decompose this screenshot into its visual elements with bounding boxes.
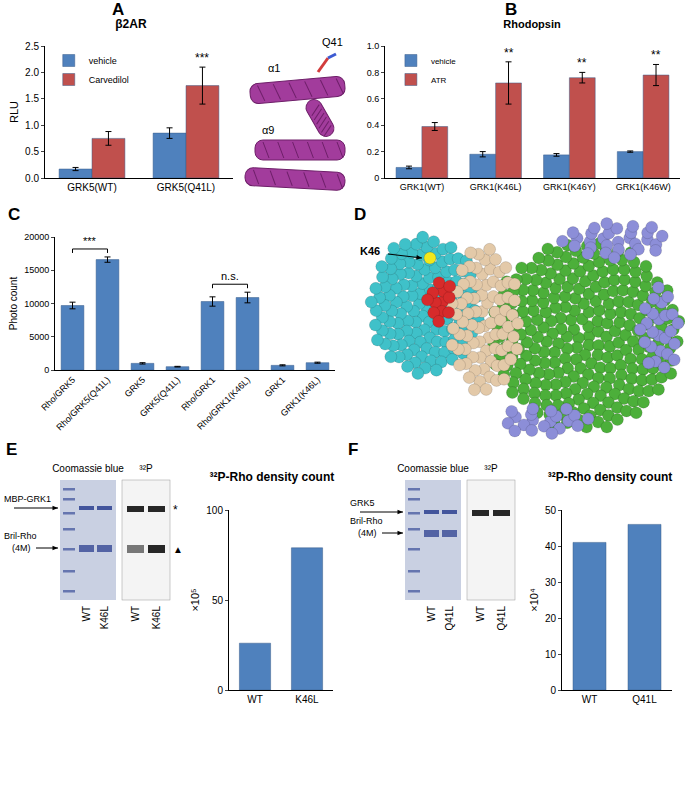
svg-text:Rho/GRK1(K46L): Rho/GRK1(K46L) bbox=[195, 375, 252, 432]
svg-text:Q41L: Q41L bbox=[632, 694, 657, 705]
svg-text:0.8: 0.8 bbox=[367, 68, 380, 78]
svg-text:³²P-Rho density count: ³²P-Rho density count bbox=[548, 470, 673, 484]
svg-text:***: *** bbox=[195, 51, 209, 65]
svg-text:Carvedilol: Carvedilol bbox=[89, 75, 129, 85]
svg-text:GRK1(K46W): GRK1(K46W) bbox=[616, 182, 671, 192]
svg-text:³²P-Rho density count: ³²P-Rho density count bbox=[210, 470, 335, 484]
svg-text:**: ** bbox=[651, 48, 661, 62]
svg-text:***: *** bbox=[83, 235, 97, 247]
svg-text:15000: 15000 bbox=[24, 265, 49, 275]
svg-text:Rho/GRK5: Rho/GRK5 bbox=[39, 375, 77, 413]
svg-text:WT: WT bbox=[582, 694, 598, 705]
svg-text:³²P: ³²P bbox=[484, 463, 498, 474]
svg-text:0: 0 bbox=[374, 173, 379, 183]
html-text:F: F bbox=[348, 440, 359, 459]
svg-text:WT: WT bbox=[81, 606, 92, 622]
svg-text:WT: WT bbox=[426, 606, 437, 622]
svg-text:GRK5(WT): GRK5(WT) bbox=[67, 182, 116, 193]
svg-text:α9: α9 bbox=[262, 124, 274, 136]
svg-text:GRK1(WT): GRK1(WT) bbox=[400, 182, 445, 192]
svg-text:20000: 20000 bbox=[24, 232, 49, 242]
svg-text:0: 0 bbox=[44, 365, 49, 375]
svg-text:GRK1(K46L): GRK1(K46L) bbox=[470, 182, 522, 192]
svg-text:GRK5(Q41L): GRK5(Q41L) bbox=[157, 182, 215, 193]
svg-text:K46L: K46L bbox=[99, 606, 110, 630]
svg-text:40: 40 bbox=[545, 541, 557, 552]
svg-text:GRK1(K46Y): GRK1(K46Y) bbox=[543, 182, 596, 192]
svg-text:30: 30 bbox=[545, 577, 557, 588]
svg-text:1.0: 1.0 bbox=[367, 41, 380, 51]
svg-text:10: 10 bbox=[545, 649, 557, 660]
svg-text:n.s.: n.s. bbox=[221, 270, 239, 282]
svg-text:WT: WT bbox=[130, 606, 141, 622]
svg-text:0: 0 bbox=[550, 685, 556, 696]
svg-text:Q41: Q41 bbox=[322, 36, 343, 48]
html-text:D: D bbox=[354, 205, 367, 224]
svg-text:GRK5(Q41L): GRK5(Q41L) bbox=[138, 375, 182, 419]
html-text:A: A bbox=[112, 0, 125, 19]
svg-text:50: 50 bbox=[212, 595, 224, 606]
svg-text:RLU: RLU bbox=[8, 101, 20, 123]
svg-text:5000: 5000 bbox=[29, 332, 49, 342]
svg-text:0.0: 0.0 bbox=[25, 173, 39, 184]
svg-text:0.2: 0.2 bbox=[367, 147, 380, 157]
svg-text:0: 0 bbox=[217, 685, 223, 696]
svg-text:20: 20 bbox=[545, 613, 557, 624]
html-text:B: B bbox=[505, 0, 518, 19]
svg-text:(4M): (4M) bbox=[12, 543, 31, 553]
svg-text:Bril-Rho: Bril-Rho bbox=[4, 531, 37, 541]
svg-text:Q41L: Q41L bbox=[444, 606, 455, 631]
svg-text:2.5: 2.5 bbox=[25, 41, 39, 52]
svg-text:β2AR: β2AR bbox=[115, 18, 147, 31]
svg-text:**: ** bbox=[504, 46, 514, 60]
svg-text:Coomassie blue: Coomassie blue bbox=[52, 463, 124, 474]
svg-text:0.6: 0.6 bbox=[367, 94, 380, 104]
svg-text:α1: α1 bbox=[268, 62, 280, 74]
svg-text:(4M): (4M) bbox=[358, 528, 377, 538]
svg-text:K46L: K46L bbox=[151, 606, 162, 630]
svg-text:×10⁴: ×10⁴ bbox=[528, 588, 540, 612]
svg-text:K46: K46 bbox=[360, 245, 380, 257]
svg-text:³²P: ³²P bbox=[139, 463, 153, 474]
svg-text:▲: ▲ bbox=[173, 544, 183, 555]
svg-text:WT: WT bbox=[247, 694, 263, 705]
svg-text:Bril-Rho: Bril-Rho bbox=[350, 516, 383, 526]
svg-text:GRK5: GRK5 bbox=[350, 498, 375, 508]
svg-text:GRK5: GRK5 bbox=[123, 375, 147, 399]
svg-text:ATR: ATR bbox=[431, 76, 447, 85]
svg-text:MBP-GRK1: MBP-GRK1 bbox=[4, 494, 51, 504]
svg-text:Coomassie blue: Coomassie blue bbox=[397, 463, 469, 474]
svg-text:**: ** bbox=[577, 56, 587, 70]
svg-text:GRK1: GRK1 bbox=[263, 375, 287, 399]
svg-text:vehicle: vehicle bbox=[89, 56, 117, 66]
svg-text:100: 100 bbox=[206, 505, 223, 516]
svg-text:*: * bbox=[173, 503, 178, 517]
svg-text:Rho/GRK5(Q41L): Rho/GRK5(Q41L) bbox=[54, 375, 112, 433]
svg-text:Q41L: Q41L bbox=[496, 606, 507, 631]
html-text:C: C bbox=[8, 205, 21, 224]
svg-text:Photo count: Photo count bbox=[8, 277, 19, 331]
svg-text:vehicle: vehicle bbox=[431, 57, 456, 66]
svg-text:×10⁵: ×10⁵ bbox=[189, 588, 201, 611]
svg-text:10000: 10000 bbox=[24, 299, 49, 309]
svg-text:1.0: 1.0 bbox=[25, 120, 39, 131]
svg-text:WT: WT bbox=[475, 606, 486, 622]
svg-text:GRK1(K46L): GRK1(K46L) bbox=[279, 375, 323, 419]
svg-text:0.5: 0.5 bbox=[25, 146, 39, 157]
svg-text:0.4: 0.4 bbox=[367, 120, 380, 130]
svg-text:1.5: 1.5 bbox=[25, 93, 39, 104]
svg-text:50: 50 bbox=[545, 505, 557, 516]
html-text:E: E bbox=[6, 440, 18, 459]
svg-text:K46L: K46L bbox=[295, 694, 319, 705]
svg-text:2.0: 2.0 bbox=[25, 67, 39, 78]
svg-text:Rhodopsin: Rhodopsin bbox=[503, 18, 561, 30]
svg-text:Rho/GRK1: Rho/GRK1 bbox=[179, 375, 217, 413]
